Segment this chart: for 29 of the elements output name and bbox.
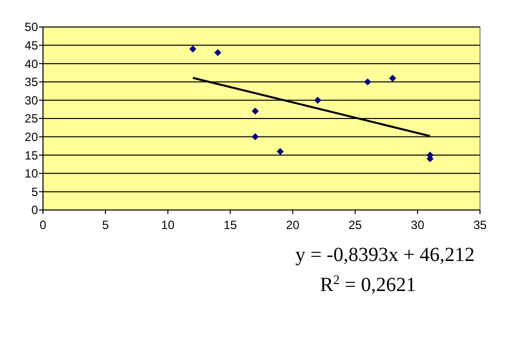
text: y = -0,8393x + 46,212 <box>295 244 475 266</box>
y-tick-label: 25 <box>24 112 38 126</box>
x-tick-label: 35 <box>473 218 487 232</box>
y-tick-label: 15 <box>24 148 38 162</box>
x-tick-label: 15 <box>224 218 238 232</box>
x-tick-label: 20 <box>286 218 300 232</box>
x-tick-label: 0 <box>40 218 47 232</box>
text: R$^{2}$ = 0,2621 <box>320 272 416 296</box>
point <box>189 45 196 52</box>
y-tick-label: 45 <box>24 38 38 52</box>
x-tick-label: 30 <box>410 218 425 232</box>
x-tick-label: 10 <box>161 218 175 232</box>
x-tick-label: 25 <box>348 218 362 232</box>
point <box>314 96 322 104</box>
point <box>214 49 222 56</box>
y-tick-label: 20 <box>24 130 38 144</box>
point <box>364 78 372 86</box>
y-tick-label: 30 <box>24 93 38 108</box>
y-tick-label: 40 <box>24 56 38 71</box>
y-tick-label: 10 <box>24 166 38 181</box>
y-tick-label: 0 <box>31 203 38 218</box>
y-tick-label: 35 <box>24 75 38 90</box>
y-tick-label: 50 <box>24 20 38 34</box>
point <box>276 148 284 155</box>
x-tick-label: 5 <box>102 218 110 232</box>
y-tick-label: 5 <box>31 184 38 199</box>
point <box>389 74 396 82</box>
point <box>252 108 259 115</box>
point <box>252 133 259 140</box>
